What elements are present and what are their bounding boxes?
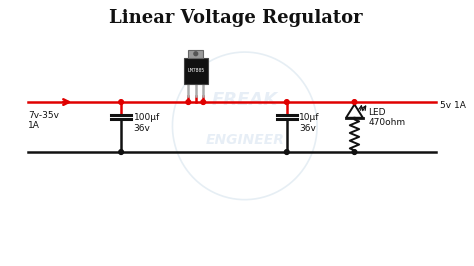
Bar bbox=[183, 58, 208, 84]
Text: 10μf
36v: 10μf 36v bbox=[300, 114, 320, 133]
Text: 5v 1A: 5v 1A bbox=[440, 101, 466, 110]
Circle shape bbox=[352, 100, 357, 105]
Circle shape bbox=[119, 100, 123, 105]
Text: LED
470ohm: LED 470ohm bbox=[368, 108, 406, 127]
Circle shape bbox=[119, 150, 123, 155]
Text: 7v-35v
1A: 7v-35v 1A bbox=[28, 111, 59, 130]
Text: Linear Voltage Regulator: Linear Voltage Regulator bbox=[109, 9, 362, 27]
Polygon shape bbox=[346, 105, 363, 118]
Text: 100μf
36v: 100μf 36v bbox=[134, 114, 160, 133]
Circle shape bbox=[284, 150, 289, 155]
Text: LM7805: LM7805 bbox=[187, 68, 204, 73]
Circle shape bbox=[284, 100, 289, 105]
Circle shape bbox=[352, 150, 357, 155]
Text: ENGINEER: ENGINEER bbox=[205, 133, 284, 147]
Bar bbox=[188, 50, 203, 58]
Circle shape bbox=[201, 100, 206, 105]
Circle shape bbox=[186, 100, 191, 105]
Circle shape bbox=[194, 52, 198, 56]
Text: FREAK: FREAK bbox=[212, 91, 278, 109]
